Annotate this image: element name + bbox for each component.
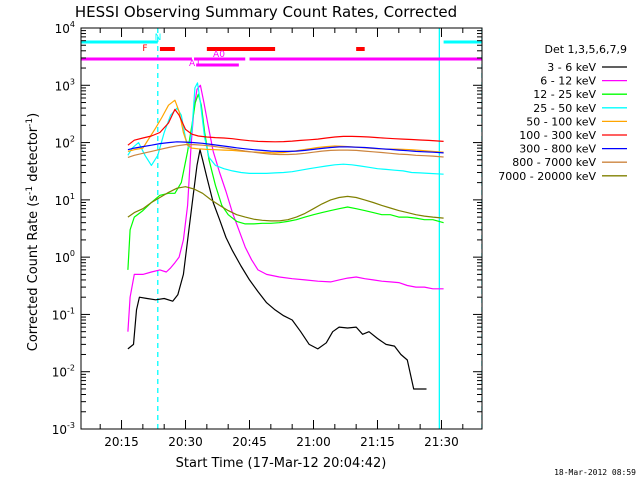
legend-title: Det 1,3,5,6,7,9 [544,43,627,56]
y-tick-label: 10-1 [52,306,75,322]
x-axis-label: Start Time (17-Mar-12 20:04:42) [176,456,387,471]
flag-label-f: F [142,44,147,54]
series-line-9 [127,186,444,222]
y-tick-label: 101 [55,192,75,208]
y-tick-label: 100 [55,249,75,265]
x-tick-label: 20:45 [232,435,267,449]
y-tick-label: 10-3 [52,421,75,437]
legend-label-1: 3 - 6 keV [547,61,596,74]
series-line-1 [127,149,427,390]
plot-area [81,28,482,429]
chart-title: HESSI Observing Summary Count Rates, Cor… [75,3,457,21]
legend-label-6: 100 - 300 keV [519,129,596,142]
legend-label-7: 300 - 800 keV [519,143,596,156]
y-tick-label: 10-2 [52,364,75,380]
legend-label-4: 25 - 50 keV [533,102,596,115]
y-tick-label: 102 [55,135,75,151]
flag-label-a0: A0 [213,50,225,60]
series-line-2 [127,84,444,332]
x-tick-label: 20:30 [168,435,203,449]
x-tick-label: 21:30 [424,435,459,449]
legend-label-2: 6 - 12 keV [540,75,596,88]
legend-label-5: 50 - 100 keV [526,115,596,128]
legend-label-9: 7000 - 20000 keV [498,170,596,183]
y-tick-label: 103 [55,77,75,93]
plot-frame [80,27,483,430]
legend-label-8: 800 - 7000 keV [512,156,596,169]
x-tick-label: 21:15 [360,435,395,449]
series-line-8 [127,144,444,158]
x-tick-label: 21:00 [296,435,331,449]
series-line-3 [127,93,444,270]
x-tick-label: 20:15 [104,435,139,449]
axes: 10-3 10-2 10-1 100 101 102 103 104 20:15 20:30 20:… [52,20,483,449]
legend-label-3: 12 - 25 keV [533,88,596,101]
series-line-6 [127,108,444,146]
flag-label-a1: A1 [189,59,201,69]
footer-timestamp: 18-Mar-2012 08:59 [554,468,636,477]
series-line-7 [127,141,444,154]
y-axis-label: Corrected Count Rate (s-1 detector-1) [25,113,41,351]
y-tick-label: 104 [55,20,75,36]
flag-label-n: N [155,33,162,43]
